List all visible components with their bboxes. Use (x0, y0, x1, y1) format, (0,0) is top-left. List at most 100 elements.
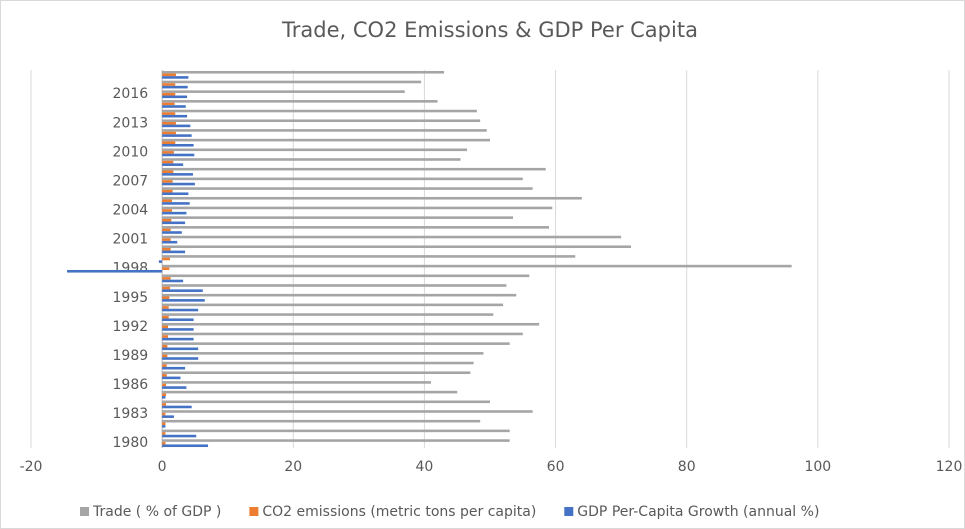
bar (162, 352, 484, 355)
bar (162, 182, 195, 186)
bar (162, 289, 203, 292)
bar (162, 158, 461, 161)
bar (162, 231, 182, 234)
y-tick-label: 2007 (113, 173, 149, 189)
bar (162, 112, 176, 115)
bar (162, 177, 523, 181)
bar (67, 269, 163, 273)
bar (162, 250, 186, 254)
bar (162, 153, 195, 157)
bar (162, 206, 553, 210)
x-tick-label: 120 (936, 459, 963, 475)
bar (162, 114, 188, 118)
bar (162, 138, 490, 142)
y-tick-label: 1983 (113, 406, 149, 422)
bar (162, 354, 168, 358)
bar (162, 235, 622, 239)
bar (162, 189, 173, 193)
bar (162, 238, 171, 241)
bar (162, 218, 172, 222)
bar (162, 293, 517, 297)
bar (162, 434, 197, 438)
bar (162, 410, 533, 413)
bar (162, 381, 431, 384)
x-tick-label: 60 (547, 459, 565, 475)
bar (162, 134, 192, 137)
bar (162, 332, 523, 336)
bar (162, 318, 194, 322)
bar (162, 163, 184, 166)
bar (162, 422, 166, 426)
bar (162, 400, 490, 404)
bar (162, 405, 192, 409)
bar (162, 80, 422, 84)
y-tick-label: 2010 (113, 144, 149, 160)
bar (162, 313, 494, 316)
chart-title: Trade, CO2 Emissions & GDP Per Capita (281, 18, 698, 42)
bar (162, 425, 166, 428)
bar (162, 248, 171, 251)
bar (162, 415, 174, 418)
bar (162, 306, 169, 309)
y-tick-label: 1992 (113, 319, 149, 335)
x-tick-label: 80 (678, 459, 696, 475)
y-tick-label: 2004 (113, 203, 149, 219)
bar (162, 240, 178, 244)
y-tick-label: 2013 (113, 115, 149, 131)
y-tick-label: 2001 (113, 232, 149, 248)
bar (162, 73, 176, 77)
x-tick-label: 100 (804, 459, 831, 475)
bar (162, 364, 167, 367)
bar (162, 209, 172, 212)
bar (162, 357, 199, 360)
bar (162, 284, 507, 287)
bar (162, 70, 445, 74)
bar (162, 124, 191, 128)
bar (162, 383, 167, 387)
bar (162, 441, 166, 445)
bar (162, 211, 187, 215)
bar (162, 371, 471, 375)
bar (162, 308, 199, 312)
bar (162, 299, 205, 302)
legend-label: CO2 emissions (metric tons per capita) (262, 504, 536, 520)
bar (162, 221, 186, 225)
bar (162, 226, 550, 229)
bar (162, 322, 540, 326)
bar (162, 76, 189, 79)
bar (162, 342, 510, 345)
bar (162, 366, 186, 370)
bar (162, 393, 167, 396)
bar (162, 347, 199, 351)
bar (162, 90, 405, 93)
bar (162, 173, 193, 176)
bar (162, 196, 582, 200)
bar (162, 277, 171, 280)
bar (162, 390, 458, 394)
y-tick-label: 2016 (113, 86, 149, 102)
bar (162, 361, 474, 365)
bar (162, 119, 481, 123)
bar (162, 122, 176, 125)
bar (162, 267, 170, 270)
legend-label: GDP Per-Capita Growth (annual %) (577, 504, 819, 520)
bar (162, 228, 171, 232)
y-tick-label: 1998 (113, 261, 149, 277)
bar (162, 296, 170, 300)
bar (162, 257, 171, 261)
bar (162, 286, 171, 290)
bar (162, 192, 189, 196)
bar (162, 432, 166, 435)
bar (162, 141, 176, 144)
bar (162, 129, 487, 132)
y-tick-label: 1980 (113, 435, 149, 451)
bar (162, 315, 169, 319)
bar (162, 337, 194, 341)
x-tick-label: 20 (284, 459, 302, 475)
bar (162, 160, 174, 164)
bar (162, 325, 169, 329)
bar (162, 303, 504, 307)
x-tick-label: -20 (20, 459, 43, 475)
bar (162, 344, 168, 348)
